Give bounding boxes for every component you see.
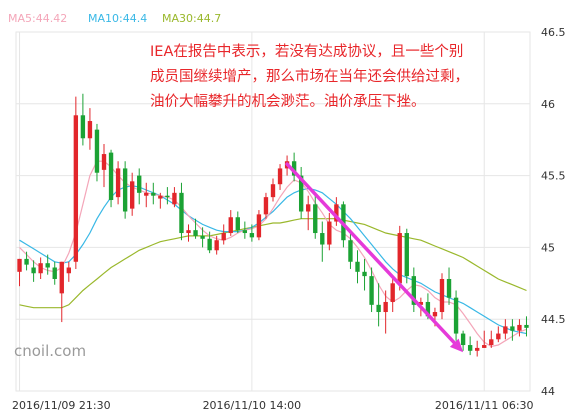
y-tick-label: 45 (541, 241, 555, 254)
candle-body (52, 267, 57, 279)
y-tick-label: 45.5 (541, 170, 566, 183)
annotation-line-2: 成员国继续增产，那么市场在当年还会供给过剩， (150, 69, 469, 85)
candle-body (503, 326, 508, 334)
candle-body (158, 195, 163, 199)
x-tick-label: 2016/11/09 21:30 (12, 399, 111, 412)
candle-body (460, 333, 466, 346)
candle-body (348, 240, 353, 262)
candle-body (129, 181, 135, 209)
candle-body (313, 204, 318, 234)
candle-body (144, 192, 149, 196)
candle-body (411, 276, 417, 305)
candle-body (214, 240, 219, 251)
annotation-line-1: IEA在报告中表示，若没有达成协议，且一些个别 (150, 44, 464, 60)
candle-body (524, 324, 529, 328)
candle-body (277, 168, 283, 185)
y-tick-label: 44.5 (541, 313, 566, 326)
candle-body (517, 324, 522, 331)
plot-frame (15, 31, 531, 392)
candle-body (235, 217, 240, 231)
candle-body (418, 301, 424, 305)
candle-body (489, 339, 494, 346)
annotation-line-3: 油价大幅攀升的机会渺茫。油价承压下挫。 (150, 94, 426, 110)
legend-ma30: MA30:44.7 (162, 12, 222, 25)
ma30-line (19, 218, 527, 309)
candle-body (193, 230, 198, 236)
candle-body (256, 214, 262, 238)
candle-body (66, 267, 71, 274)
candle-body (31, 267, 36, 274)
candle-body (467, 345, 473, 351)
ma30-path (19, 218, 527, 309)
candle-body (137, 175, 142, 193)
x-tick-label: 2016/11/10 14:00 (203, 399, 302, 412)
candle-body (87, 121, 93, 139)
grid-lines (15, 31, 531, 392)
y-tick-label: 44 (541, 385, 555, 398)
candle-body (249, 233, 255, 238)
trend-arrow (285, 162, 464, 353)
arrow-head (449, 338, 464, 353)
x-tick-label: 2016/11/11 06:30 (435, 399, 534, 412)
candle-body (242, 230, 248, 234)
candle-body (151, 192, 156, 196)
candle-body (59, 261, 64, 294)
legend-ma5: MA5:44.42 (8, 12, 68, 25)
candle-body (376, 304, 381, 313)
candle-body (362, 271, 367, 277)
candle-body (24, 258, 29, 265)
candle-body (38, 263, 43, 274)
candle-body (172, 192, 177, 205)
y-tick-label: 46.5 (541, 26, 566, 39)
candle-body (397, 233, 402, 284)
candle-body (496, 333, 501, 340)
candle-body (179, 192, 184, 234)
candle-body (369, 276, 374, 305)
candle-body (355, 261, 360, 272)
candle-body (263, 197, 269, 215)
candle-body (446, 278, 452, 298)
candle-body (228, 217, 233, 234)
candle-body (115, 168, 121, 198)
candle-body (475, 347, 480, 351)
candle-body (17, 258, 22, 272)
candle-body (101, 154, 107, 170)
candles (17, 93, 529, 357)
candle-body (383, 301, 388, 313)
candle-body (453, 297, 459, 334)
annotation-text: IEA在报告中表示，若没有达成协议，且一些个别 成员国继续增产，那么市场在当年还… (150, 40, 550, 115)
candle-body (80, 115, 86, 139)
candle-body (320, 233, 325, 245)
candle-body (439, 278, 445, 313)
candle-body (207, 238, 212, 251)
x-axis-ticks: 2016/11/09 21:30 2016/11/10 14:00 2016/11/… (12, 399, 534, 412)
candle-body (165, 195, 170, 198)
candle-body (122, 168, 128, 212)
candle-body (291, 161, 297, 176)
candle-body (334, 204, 339, 222)
candle-body (200, 235, 205, 239)
watermark: cnoil.com (14, 342, 87, 360)
legend-ma10: MA10:44.4 (88, 12, 148, 25)
candle-body (425, 301, 431, 317)
y-axis-ticks: 46.5 46 45.5 45 44.5 44 (541, 26, 566, 398)
candle-body (221, 233, 226, 241)
y-tick-label: 46 (541, 98, 555, 111)
candle-body (94, 129, 100, 173)
candle-body (510, 326, 515, 331)
candle-body (432, 312, 438, 317)
candle-body (73, 115, 79, 262)
candle-body (306, 204, 311, 212)
candle-body (482, 345, 487, 348)
candle-body (186, 230, 191, 234)
candle-body (390, 283, 395, 302)
candle-body (108, 152, 114, 201)
candle-body (298, 175, 304, 212)
arrow-shaft (285, 162, 456, 345)
candle-body (45, 263, 50, 268)
candle-body (404, 233, 409, 277)
candle-body (270, 184, 276, 198)
candle-body (327, 221, 332, 245)
